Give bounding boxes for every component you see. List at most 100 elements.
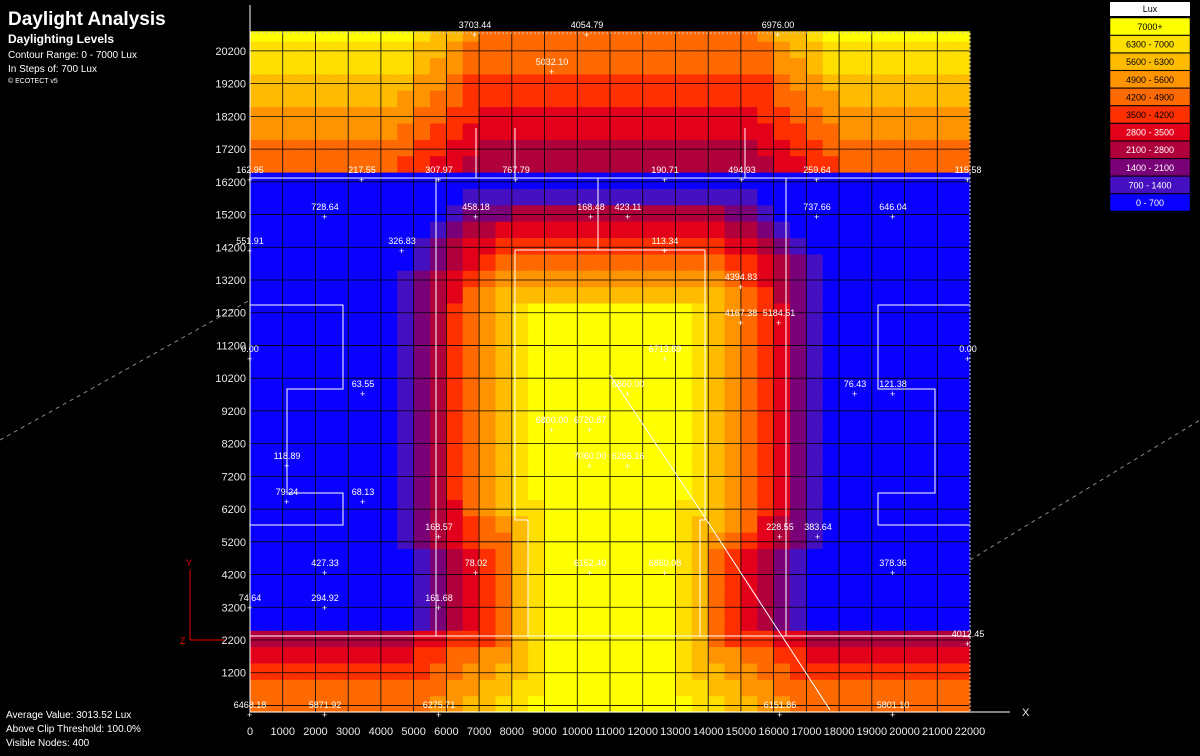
contour-cell bbox=[299, 221, 317, 239]
contour-cell bbox=[708, 106, 726, 124]
contour-cell bbox=[871, 286, 889, 304]
contour-cell bbox=[642, 31, 660, 42]
contour-cell bbox=[740, 106, 758, 124]
contour-cell bbox=[348, 122, 366, 140]
node-marker: + bbox=[584, 30, 589, 40]
node-marker: + bbox=[625, 461, 630, 471]
contour-cell bbox=[331, 172, 349, 189]
contour-cell bbox=[299, 90, 317, 108]
contour-cell bbox=[708, 57, 726, 75]
contour-cell bbox=[397, 548, 415, 566]
contour-cell bbox=[266, 695, 284, 713]
contour-cell bbox=[757, 302, 775, 320]
contour-cell bbox=[250, 646, 267, 664]
contour-cell bbox=[953, 106, 971, 124]
contour-cell bbox=[348, 172, 366, 189]
contour-cell bbox=[855, 597, 873, 615]
contour-cell bbox=[299, 630, 317, 648]
contour-cell bbox=[675, 679, 693, 697]
x-tick-label: 17000 bbox=[791, 726, 822, 738]
contour-cell bbox=[479, 368, 497, 386]
contour-cell bbox=[790, 597, 807, 615]
contour-cell bbox=[593, 466, 611, 484]
contour-cell bbox=[740, 433, 758, 451]
contour-cell bbox=[413, 384, 431, 402]
contour-cell bbox=[380, 188, 398, 206]
contour-cell bbox=[430, 662, 447, 680]
contour-cell bbox=[430, 188, 447, 206]
contour-cell bbox=[364, 630, 382, 648]
contour-cell bbox=[364, 450, 382, 468]
contour-cell bbox=[446, 532, 464, 549]
node-value: 74.64 bbox=[239, 593, 262, 603]
contour-cell bbox=[920, 646, 938, 664]
contour-cell bbox=[380, 155, 398, 173]
contour-cell bbox=[871, 90, 889, 108]
contour-cell bbox=[266, 433, 284, 451]
contour-cell bbox=[790, 548, 807, 566]
contour-cell bbox=[315, 417, 333, 435]
contour-cell bbox=[250, 41, 267, 59]
contour-cell bbox=[740, 90, 758, 108]
contour-cell bbox=[266, 31, 284, 42]
contour-cell bbox=[822, 41, 840, 59]
contour-cell bbox=[430, 204, 447, 222]
contour-cell bbox=[528, 237, 546, 255]
contour-cell bbox=[822, 646, 840, 664]
contour-cell bbox=[282, 646, 300, 664]
contour-cell bbox=[740, 41, 758, 59]
node-value: 6800.00 bbox=[536, 415, 569, 425]
contour-cell bbox=[380, 204, 398, 222]
contour-cell bbox=[544, 286, 562, 304]
contour-cell bbox=[593, 532, 611, 549]
contour-cell bbox=[740, 532, 758, 549]
contour-cell bbox=[642, 548, 660, 566]
contour-cell bbox=[528, 270, 546, 288]
contour-cell bbox=[610, 155, 627, 173]
contour-cell bbox=[773, 548, 791, 566]
contour-cell bbox=[462, 564, 480, 582]
contour-cell bbox=[299, 548, 317, 566]
contour-cell bbox=[642, 613, 660, 631]
contour-cell bbox=[577, 417, 595, 435]
contour-cell bbox=[691, 172, 709, 189]
contour-cell bbox=[528, 41, 546, 59]
x-tick-label: 18000 bbox=[824, 726, 855, 738]
legend-swatch bbox=[1109, 105, 1191, 124]
contour-cell bbox=[626, 204, 644, 222]
y-tick-label: 13200 bbox=[215, 275, 246, 287]
contour-cell bbox=[577, 106, 595, 124]
contour-cell bbox=[446, 597, 464, 615]
contour-cell bbox=[528, 384, 546, 402]
contour-cell bbox=[953, 597, 971, 615]
contour-cell bbox=[610, 122, 627, 140]
contour-cell bbox=[757, 613, 775, 631]
contour-cell bbox=[806, 548, 824, 566]
contour-cell bbox=[446, 450, 464, 468]
contour-cell bbox=[920, 41, 938, 59]
contour-cell bbox=[446, 515, 464, 533]
contour-cell bbox=[642, 466, 660, 484]
contour-cell bbox=[724, 466, 742, 484]
contour-cell bbox=[479, 466, 497, 484]
contour-cell bbox=[430, 679, 447, 697]
contour-cell bbox=[839, 237, 857, 255]
contour-cell bbox=[380, 646, 398, 664]
contour-cell bbox=[397, 450, 415, 468]
contour-cell bbox=[757, 466, 775, 484]
contour-cell bbox=[299, 188, 317, 206]
contour-cell bbox=[479, 548, 497, 566]
contour-cell bbox=[904, 237, 922, 255]
contour-cell bbox=[282, 368, 300, 386]
contour-cell bbox=[446, 41, 464, 59]
contour-cell bbox=[871, 204, 889, 222]
contour-cell bbox=[675, 319, 693, 337]
contour-cell bbox=[479, 319, 497, 337]
contour-cell bbox=[839, 646, 857, 664]
contour-cell bbox=[315, 237, 333, 255]
contour-cell bbox=[315, 630, 333, 648]
contour-cell bbox=[659, 221, 677, 239]
contour-cell bbox=[822, 581, 840, 599]
contour-cell bbox=[904, 597, 922, 615]
contour-cell bbox=[266, 352, 284, 369]
